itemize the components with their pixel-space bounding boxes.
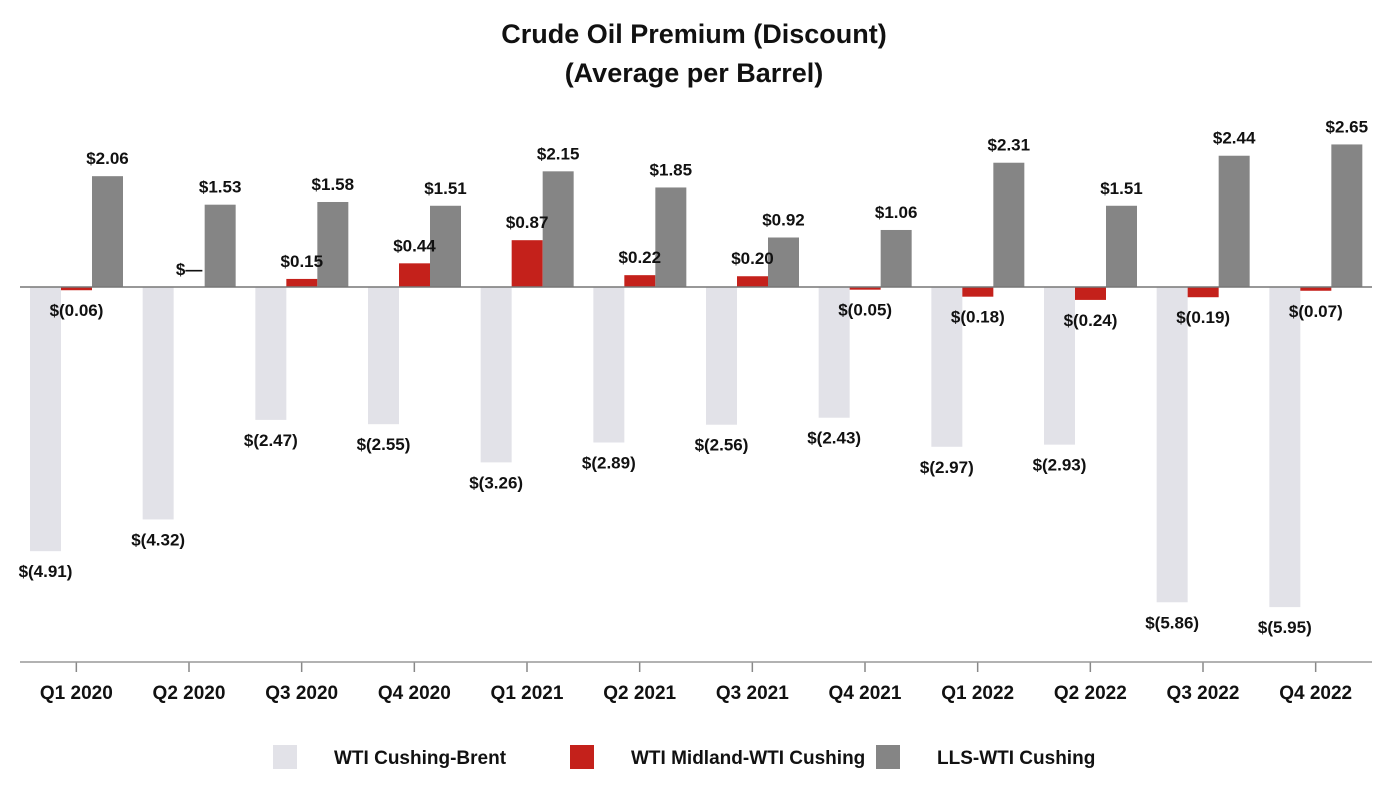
bar-lls-wti-cushing-2 bbox=[204, 204, 236, 287]
bar-wti-cushing-brent-8 bbox=[818, 287, 850, 418]
data-label-wti-cushing-brent-6: $(2.89) bbox=[582, 453, 636, 472]
bar-wti-cushing-brent-2 bbox=[142, 287, 174, 520]
data-label-wti-cushing-brent-8: $(2.43) bbox=[807, 429, 861, 448]
bar-wti-midland-wti-cushing-8 bbox=[849, 287, 881, 290]
bar-lls-wti-cushing-10 bbox=[1106, 205, 1137, 287]
data-label-wti-midland-wti-cushing-7: $0.20 bbox=[731, 249, 774, 268]
x-tick-label-10: Q2 2022 bbox=[1054, 683, 1127, 704]
bar-wti-midland-wti-cushing-11 bbox=[1187, 287, 1219, 298]
x-tick-label-2: Q2 2020 bbox=[153, 683, 226, 704]
bar-wti-cushing-brent-11 bbox=[1156, 287, 1188, 603]
legend-swatch-wti-midland-wti-cushing bbox=[570, 745, 594, 769]
data-label-lls-wti-cushing-4: $1.51 bbox=[424, 179, 467, 198]
bar-wti-cushing-brent-6 bbox=[593, 287, 625, 443]
legend-label-wti-cushing-brent: WTI Cushing-Brent bbox=[334, 748, 507, 769]
data-label-lls-wti-cushing-6: $1.85 bbox=[650, 160, 693, 179]
data-label-wti-midland-wti-cushing-8: $(0.05) bbox=[838, 301, 892, 320]
legend-label-wti-midland-wti-cushing: WTI Midland-WTI Cushing bbox=[631, 748, 865, 769]
legend: WTI Cushing-Brent WTI Midland-WTI Cushing… bbox=[273, 745, 1095, 769]
x-tick-label-9: Q1 2022 bbox=[941, 683, 1014, 704]
data-label-wti-midland-wti-cushing-12: $(0.07) bbox=[1289, 302, 1343, 321]
bar-wti-cushing-brent-3 bbox=[255, 287, 287, 420]
data-label-wti-midland-wti-cushing-3: $0.15 bbox=[281, 252, 324, 271]
data-label-wti-cushing-brent-3: $(2.47) bbox=[244, 431, 298, 450]
bar-wti-midland-wti-cushing-1 bbox=[61, 287, 92, 291]
bar-wti-midland-wti-cushing-3 bbox=[286, 278, 318, 287]
bars-layer bbox=[30, 144, 1363, 608]
data-label-lls-wti-cushing-1: $2.06 bbox=[86, 149, 129, 168]
bar-wti-cushing-brent-5 bbox=[480, 287, 512, 463]
axes-layer: Q1 2020 Q2 2020 Q3 2020 Q4 2020 Q1 2021 Q2 20… bbox=[20, 286, 1372, 704]
data-label-wti-cushing-brent-7: $(2.56) bbox=[695, 436, 749, 455]
x-tick-label-5: Q1 2021 bbox=[491, 683, 564, 704]
bar-lls-wti-cushing-7 bbox=[768, 237, 799, 287]
x-tick-label-8: Q4 2021 bbox=[829, 683, 902, 704]
bar-wti-cushing-brent-7 bbox=[706, 287, 737, 425]
data-label-lls-wti-cushing-7: $0.92 bbox=[762, 211, 805, 230]
bar-lls-wti-cushing-12 bbox=[1331, 144, 1363, 287]
data-label-wti-cushing-brent-10: $(2.93) bbox=[1033, 456, 1087, 475]
bar-lls-wti-cushing-5 bbox=[542, 171, 574, 287]
legend-swatch-lls-wti-cushing bbox=[876, 745, 900, 769]
data-label-wti-cushing-brent-1: $(4.91) bbox=[19, 562, 73, 581]
bar-lls-wti-cushing-11 bbox=[1218, 155, 1250, 287]
bar-lls-wti-cushing-9 bbox=[993, 162, 1025, 287]
bar-lls-wti-cushing-6 bbox=[655, 187, 687, 287]
data-label-wti-midland-wti-cushing-6: $0.22 bbox=[619, 248, 662, 267]
x-tick-label-3: Q3 2020 bbox=[265, 683, 338, 704]
data-label-lls-wti-cushing-3: $1.58 bbox=[312, 175, 355, 194]
data-label-wti-cushing-brent-5: $(3.26) bbox=[469, 473, 523, 492]
data-label-wti-midland-wti-cushing-9: $(0.18) bbox=[951, 308, 1005, 327]
x-tick-label-7: Q3 2021 bbox=[716, 683, 789, 704]
data-label-lls-wti-cushing-9: $2.31 bbox=[988, 136, 1031, 155]
data-label-wti-midland-wti-cushing-10: $(0.24) bbox=[1064, 311, 1118, 330]
data-label-lls-wti-cushing-12: $2.65 bbox=[1326, 117, 1369, 136]
chart-subtitle: (Average per Barrel) bbox=[565, 58, 824, 88]
bar-lls-wti-cushing-8 bbox=[880, 229, 912, 287]
data-label-wti-cushing-brent-2: $(4.32) bbox=[131, 530, 185, 549]
data-label-wti-cushing-brent-9: $(2.97) bbox=[920, 458, 974, 477]
data-label-lls-wti-cushing-11: $2.44 bbox=[1213, 129, 1256, 148]
x-tick-label-1: Q1 2020 bbox=[40, 683, 113, 704]
bar-wti-cushing-brent-10 bbox=[1044, 287, 1075, 445]
bar-wti-cushing-brent-1 bbox=[30, 287, 61, 552]
data-label-wti-midland-wti-cushing-5: $0.87 bbox=[506, 213, 549, 232]
x-tick-label-11: Q3 2022 bbox=[1167, 683, 1240, 704]
bar-wti-midland-wti-cushing-6 bbox=[624, 275, 656, 287]
chart-title: Crude Oil Premium (Discount) bbox=[501, 19, 887, 49]
bar-wti-midland-wti-cushing-4 bbox=[399, 263, 430, 287]
data-label-wti-midland-wti-cushing-4: $0.44 bbox=[393, 236, 436, 255]
bar-wti-midland-wti-cushing-7 bbox=[737, 276, 768, 287]
bar-wti-midland-wti-cushing-12 bbox=[1300, 287, 1332, 291]
bar-lls-wti-cushing-3 bbox=[317, 201, 349, 287]
bar-wti-cushing-brent-9 bbox=[931, 287, 963, 447]
data-label-lls-wti-cushing-10: $1.51 bbox=[1100, 179, 1143, 198]
bar-lls-wti-cushing-4 bbox=[430, 205, 461, 287]
bar-wti-cushing-brent-12 bbox=[1269, 287, 1301, 608]
legend-label-lls-wti-cushing: LLS-WTI Cushing bbox=[937, 748, 1095, 769]
bar-wti-midland-wti-cushing-5 bbox=[511, 240, 543, 287]
data-label-lls-wti-cushing-5: $2.15 bbox=[537, 144, 580, 163]
data-label-wti-cushing-brent-4: $(2.55) bbox=[357, 435, 411, 454]
data-label-lls-wti-cushing-8: $1.06 bbox=[875, 203, 918, 222]
data-label-wti-midland-wti-cushing-2: $— bbox=[176, 260, 202, 279]
data-label-wti-cushing-brent-11: $(5.86) bbox=[1145, 613, 1199, 632]
legend-swatch-wti-cushing-brent bbox=[273, 745, 297, 769]
bar-wti-cushing-brent-4 bbox=[368, 287, 399, 425]
data-label-wti-midland-wti-cushing-1: $(0.06) bbox=[50, 301, 104, 320]
x-tick-label-12: Q4 2022 bbox=[1279, 683, 1352, 704]
bar-lls-wti-cushing-1 bbox=[92, 176, 123, 287]
data-label-wti-midland-wti-cushing-11: $(0.19) bbox=[1176, 308, 1230, 327]
x-tick-label-6: Q2 2021 bbox=[603, 683, 676, 704]
bar-wti-midland-wti-cushing-10 bbox=[1075, 287, 1106, 300]
data-label-lls-wti-cushing-2: $1.53 bbox=[199, 178, 242, 197]
bar-wti-midland-wti-cushing-9 bbox=[962, 287, 994, 297]
data-labels-layer: $(4.91) $(0.06) $2.06 $(4.32) $— $1.53 $(2.47)… bbox=[19, 117, 1369, 637]
x-tick-label-4: Q4 2020 bbox=[378, 683, 451, 704]
data-label-wti-cushing-brent-12: $(5.95) bbox=[1258, 618, 1312, 637]
